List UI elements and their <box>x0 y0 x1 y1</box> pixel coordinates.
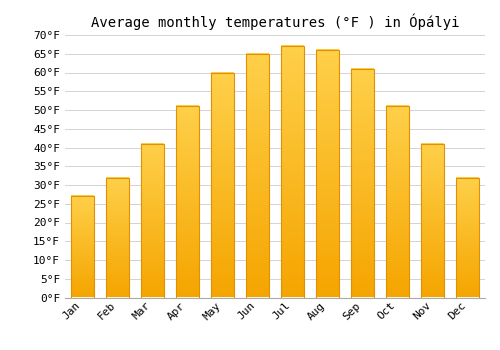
Bar <box>106 177 129 298</box>
Bar <box>456 177 479 298</box>
Bar <box>386 106 409 298</box>
Bar <box>141 144 164 298</box>
Bar <box>211 72 234 298</box>
Bar <box>351 69 374 298</box>
Bar <box>211 72 234 298</box>
Bar <box>106 177 129 298</box>
Bar <box>176 106 199 298</box>
Bar <box>246 54 269 298</box>
Bar <box>456 177 479 298</box>
Bar <box>421 144 444 298</box>
Bar <box>281 46 304 298</box>
Bar <box>141 144 164 298</box>
Bar <box>246 54 269 298</box>
Title: Average monthly temperatures (°F ) in Ópályi: Average monthly temperatures (°F ) in Óp… <box>91 13 459 30</box>
Bar <box>421 144 444 298</box>
Bar <box>351 69 374 298</box>
Bar <box>71 196 94 298</box>
Bar <box>281 46 304 298</box>
Bar <box>316 50 339 298</box>
Bar <box>386 106 409 298</box>
Bar <box>176 106 199 298</box>
Bar <box>71 196 94 298</box>
Bar <box>316 50 339 298</box>
